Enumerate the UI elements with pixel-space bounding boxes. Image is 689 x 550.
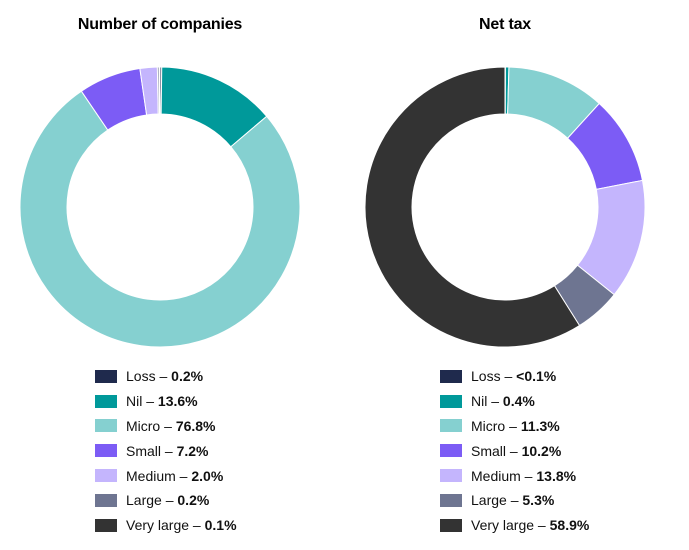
legend-swatch: [95, 394, 117, 408]
legend-value: 13.8%: [536, 467, 577, 484]
legend-value: 7.2%: [176, 442, 209, 459]
donut-slice-very-large: [158, 66, 161, 115]
legend-value: 58.9%: [549, 517, 590, 534]
legend-separator: –: [160, 417, 176, 434]
legend-separator: –: [520, 467, 537, 484]
legend-item: Nil – 0.4%: [440, 389, 589, 414]
legend-item: Medium – 2.0%: [95, 463, 237, 488]
legend-swatch: [95, 493, 117, 507]
legend-label: Large: [471, 492, 507, 509]
legend-label: Large: [126, 492, 162, 509]
legend-value: 13.6%: [157, 393, 198, 410]
chart-panel-net-tax: Net tax Loss – <0.1% Nil – 0.4% Micro – …: [345, 0, 665, 550]
legend-net-tax: Loss – <0.1% Nil – 0.4% Micro – 11.3% Sm…: [440, 364, 589, 538]
legend-separator: –: [506, 492, 523, 509]
legend-value: 2.0%: [191, 467, 224, 484]
legend-value: 5.3%: [522, 492, 555, 509]
legend-separator: –: [534, 517, 550, 534]
legend-item: Medium – 13.8%: [440, 463, 589, 488]
legend-label: Nil: [471, 393, 488, 410]
legend-value: <0.1%: [516, 368, 557, 385]
legend-separator: –: [506, 442, 522, 459]
legend-label: Small: [126, 442, 162, 459]
legend-label: Micro: [471, 417, 506, 434]
legend-swatch: [95, 518, 117, 532]
legend-swatch: [95, 369, 117, 383]
legend-item: Loss – 0.2%: [95, 364, 237, 389]
legend-label: Medium: [126, 467, 176, 484]
legend-swatch: [95, 469, 117, 483]
donut-slice-very-large: [364, 66, 581, 348]
legend-separator: –: [142, 393, 158, 410]
legend-label: Micro: [126, 417, 161, 434]
legend-item: Very large – 58.9%: [440, 513, 589, 538]
legend-value: 0.4%: [502, 393, 535, 410]
legend-label: Very large: [471, 517, 535, 534]
chart-panel-companies: Number of companies Loss – 0.2% Nil – 13…: [0, 0, 320, 550]
legend-swatch: [95, 419, 117, 433]
legend-swatch: [440, 394, 462, 408]
donut-chart-companies: [19, 66, 301, 348]
legend-value: 0.2%: [177, 492, 210, 509]
legend-item: Large – 0.2%: [95, 488, 237, 513]
legend-separator: –: [189, 517, 205, 534]
legend-swatch: [95, 444, 117, 458]
legend-swatch: [440, 369, 462, 383]
legend-separator: –: [175, 467, 192, 484]
legend-label: Small: [471, 442, 507, 459]
legend-swatch: [440, 493, 462, 507]
legend-value: 0.1%: [204, 517, 237, 534]
legend-swatch: [440, 518, 462, 532]
chart-title: Number of companies: [77, 16, 243, 33]
legend-separator: –: [161, 492, 178, 509]
legend-label: Nil: [126, 393, 143, 410]
legend-value: 0.2%: [171, 368, 204, 385]
legend-separator: –: [487, 393, 503, 410]
legend-item: Nil – 13.6%: [95, 389, 237, 414]
legend-item: Very large – 0.1%: [95, 513, 237, 538]
legend-item: Micro – 11.3%: [440, 414, 589, 439]
legend-companies: Loss – 0.2% Nil – 13.6% Micro – 76.8% Sm…: [95, 364, 237, 538]
legend-label: Loss: [126, 368, 156, 385]
legend-item: Small – 7.2%: [95, 438, 237, 463]
legend-item: Micro – 76.8%: [95, 414, 237, 439]
legend-value: 76.8%: [175, 417, 216, 434]
donut-slice-micro: [19, 90, 301, 348]
legend-swatch: [440, 419, 462, 433]
legend-separator: –: [155, 368, 172, 385]
legend-separator: –: [161, 442, 177, 459]
legend-separator: –: [505, 417, 521, 434]
donut-chart-net-tax: [364, 66, 646, 348]
legend-swatch: [440, 444, 462, 458]
legend-value: 10.2%: [521, 442, 562, 459]
legend-label: Very large: [126, 517, 190, 534]
legend-value: 11.3%: [520, 417, 560, 434]
chart-title: Net tax: [479, 16, 531, 33]
legend-item: Small – 10.2%: [440, 438, 589, 463]
legend-item: Large – 5.3%: [440, 488, 589, 513]
legend-separator: –: [500, 368, 517, 385]
legend-swatch: [440, 469, 462, 483]
legend-item: Loss – <0.1%: [440, 364, 589, 389]
legend-label: Medium: [471, 467, 521, 484]
legend-label: Loss: [471, 368, 501, 385]
